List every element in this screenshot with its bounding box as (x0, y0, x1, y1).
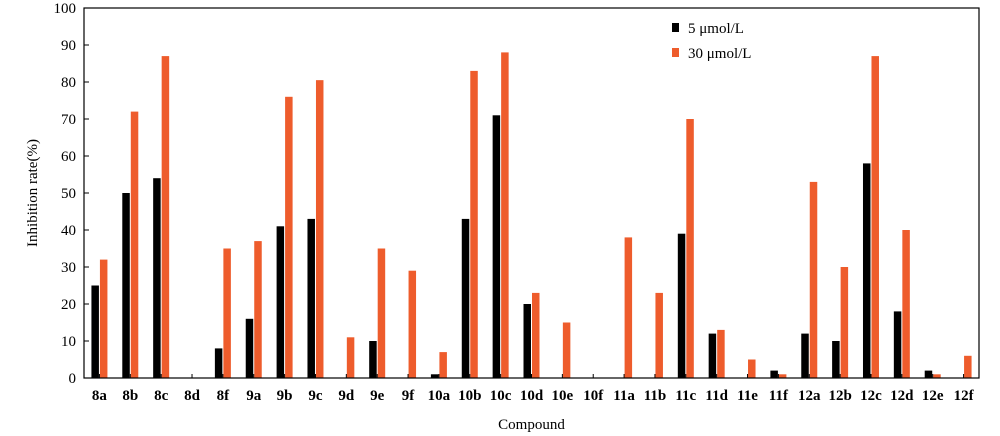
bar-11b-series-1 (655, 292, 663, 378)
legend-label-30umol: 30 μmol/L (688, 46, 751, 62)
x-tick-label-10a: 10a (428, 388, 451, 404)
y-tick-label: 10 (61, 334, 76, 350)
y-tick-label: 60 (61, 149, 76, 165)
y-tick-label: 20 (61, 297, 76, 313)
y-tick-label: 90 (61, 38, 76, 54)
x-tick-label-12e: 12e (922, 388, 944, 404)
bar-12c-series-1 (871, 56, 879, 378)
y-axis-title: Inhibition rate(%) (25, 139, 41, 247)
bar-12e-series-1 (933, 374, 941, 378)
bar-11a-series-1 (624, 237, 633, 378)
bar-11c-series-1 (686, 119, 694, 378)
x-tick-label-10e: 10e (552, 388, 574, 404)
x-tick-label-11c: 11c (675, 388, 696, 404)
x-tick-label-9b: 9b (277, 388, 293, 404)
legend-swatch-30umol (672, 48, 679, 57)
x-tick-label-12d: 12d (890, 388, 914, 404)
bar-8c-series-0 (153, 178, 161, 378)
bar-11d-series-1 (717, 329, 725, 378)
bar-12d-series-1 (902, 230, 910, 378)
bar-12b-series-1 (840, 267, 849, 378)
bar-12e-series-0 (924, 370, 933, 378)
bar-9d-series-1 (346, 337, 355, 378)
bar-8a-series-1 (99, 259, 108, 378)
bar-10d-series-1 (532, 292, 540, 378)
y-tick-label: 40 (61, 223, 76, 239)
bar-11d-series-0 (708, 333, 717, 378)
x-tick-label-8d: 8d (184, 388, 201, 404)
bar-11c-series-0 (677, 233, 686, 378)
y-tick-label: 100 (54, 1, 77, 17)
x-axis: 8a 8b 8c 8d 8f 9a 9b 9c 9d 9e 9f 10a 10b 10c 10d 10e 10f… (92, 374, 975, 404)
bar-8f-series-0 (214, 348, 223, 378)
y-tick-label: 50 (61, 186, 76, 202)
bar-9f-series-1 (408, 270, 417, 378)
y-axis: 0 10 20 30 40 50 60 70 80 90 100 (54, 1, 89, 387)
x-tick-label-11f: 11f (769, 388, 789, 404)
x-tick-label-8c: 8c (154, 388, 169, 404)
x-tick-label-12c: 12c (860, 388, 882, 404)
bar-12c-series-0 (862, 163, 871, 378)
x-tick-label-12b: 12b (828, 388, 851, 404)
x-tick-label-12f: 12f (954, 388, 975, 404)
bar-9a-series-0 (245, 318, 254, 378)
x-tick-label-10d: 10d (520, 388, 544, 404)
x-tick-label-12a: 12a (798, 388, 821, 404)
bar-10d-series-0 (523, 304, 531, 378)
x-tick-label-9f: 9f (402, 388, 416, 404)
bar-12f-series-1 (964, 355, 972, 378)
x-tick-label-8f: 8f (217, 388, 231, 404)
bar-12a-series-1 (809, 181, 818, 378)
x-tick-label-10b: 10b (458, 388, 481, 404)
bar-10b-series-1 (470, 70, 478, 379)
legend-label-5umol: 5 μmol/L (688, 21, 744, 37)
bar-9b-series-1 (285, 96, 293, 379)
bar-8c-series-1 (161, 56, 170, 378)
bar-10a-series-0 (430, 374, 439, 378)
x-tick-label-11e: 11e (737, 388, 758, 404)
bar-12a-series-0 (801, 333, 809, 378)
bar-11e-series-1 (748, 359, 756, 378)
y-tick-label: 30 (61, 260, 76, 276)
x-tick-label-11b: 11b (644, 388, 667, 404)
y-tick-label: 0 (69, 371, 77, 387)
bar-10e-series-1 (562, 322, 571, 378)
bar-11f-series-0 (770, 370, 778, 378)
y-tick-label: 80 (61, 75, 76, 91)
x-tick-label-9e: 9e (370, 388, 385, 404)
y-tick-label: 70 (61, 112, 76, 128)
bar-11f-series-1 (778, 374, 787, 378)
x-tick-label-11a: 11a (613, 388, 635, 404)
bar-9c-series-1 (315, 80, 324, 379)
bar-12b-series-0 (832, 341, 840, 378)
x-tick-label-9d: 9d (338, 388, 355, 404)
bar-10c-series-1 (501, 52, 509, 379)
bar-10a-series-1 (439, 352, 447, 378)
bar-9e-series-0 (369, 341, 377, 378)
legend-swatch-5umol (672, 23, 679, 32)
bar-10c-series-0 (492, 115, 501, 379)
bar-8b-series-1 (130, 111, 139, 378)
x-axis-title: Compound (498, 417, 565, 433)
bar-9a-series-1 (254, 241, 262, 378)
bar-9b-series-0 (276, 226, 285, 378)
x-tick-label-9c: 9c (308, 388, 323, 404)
x-tick-label-10c: 10c (490, 388, 512, 404)
bar-9e-series-1 (377, 248, 386, 378)
bar-8f-series-1 (223, 248, 231, 378)
legend: 5 μmol/L 30 μmol/L (672, 21, 751, 62)
bar-8a-series-0 (91, 285, 99, 378)
bar-9c-series-0 (307, 218, 315, 378)
x-tick-label-10f: 10f (583, 388, 604, 404)
bar-12d-series-0 (893, 311, 902, 378)
bars-layer (91, 52, 972, 379)
x-tick-label-11d: 11d (705, 388, 728, 404)
bar-10b-series-0 (461, 218, 470, 378)
x-tick-label-8a: 8a (92, 388, 108, 404)
x-tick-label-8b: 8b (122, 388, 138, 404)
x-tick-label-9a: 9a (246, 388, 262, 404)
bar-8b-series-0 (122, 193, 130, 378)
